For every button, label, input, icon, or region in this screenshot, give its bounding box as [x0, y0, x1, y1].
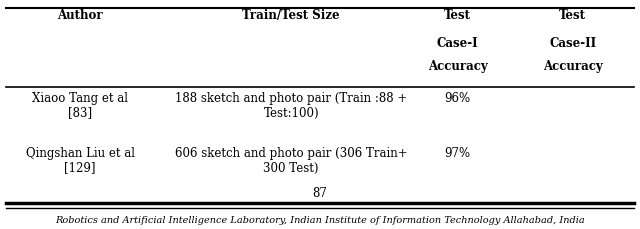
Text: Case-II: Case-II: [549, 37, 596, 50]
Text: Test: Test: [444, 9, 471, 22]
Text: 97%: 97%: [445, 147, 470, 160]
Text: Train/Test Size: Train/Test Size: [243, 9, 340, 22]
Text: Xiaoo Tang et al
[83]: Xiaoo Tang et al [83]: [32, 92, 128, 120]
Text: Robotics and Artificial Intelligence Laboratory, Indian Institute of Information: Robotics and Artificial Intelligence Lab…: [55, 216, 585, 225]
Text: Accuracy: Accuracy: [428, 60, 488, 73]
Text: 96%: 96%: [445, 92, 470, 105]
Text: Qingshan Liu et al
[129]: Qingshan Liu et al [129]: [26, 147, 134, 174]
Text: 188 sketch and photo pair (Train :88 +
Test:100): 188 sketch and photo pair (Train :88 + T…: [175, 92, 407, 120]
Text: 606 sketch and photo pair (306 Train+
300 Test): 606 sketch and photo pair (306 Train+ 30…: [175, 147, 408, 174]
Text: Case-I: Case-I: [436, 37, 479, 50]
Text: Test: Test: [559, 9, 586, 22]
Text: Author: Author: [57, 9, 103, 22]
Text: 87: 87: [312, 187, 328, 200]
Text: Accuracy: Accuracy: [543, 60, 603, 73]
